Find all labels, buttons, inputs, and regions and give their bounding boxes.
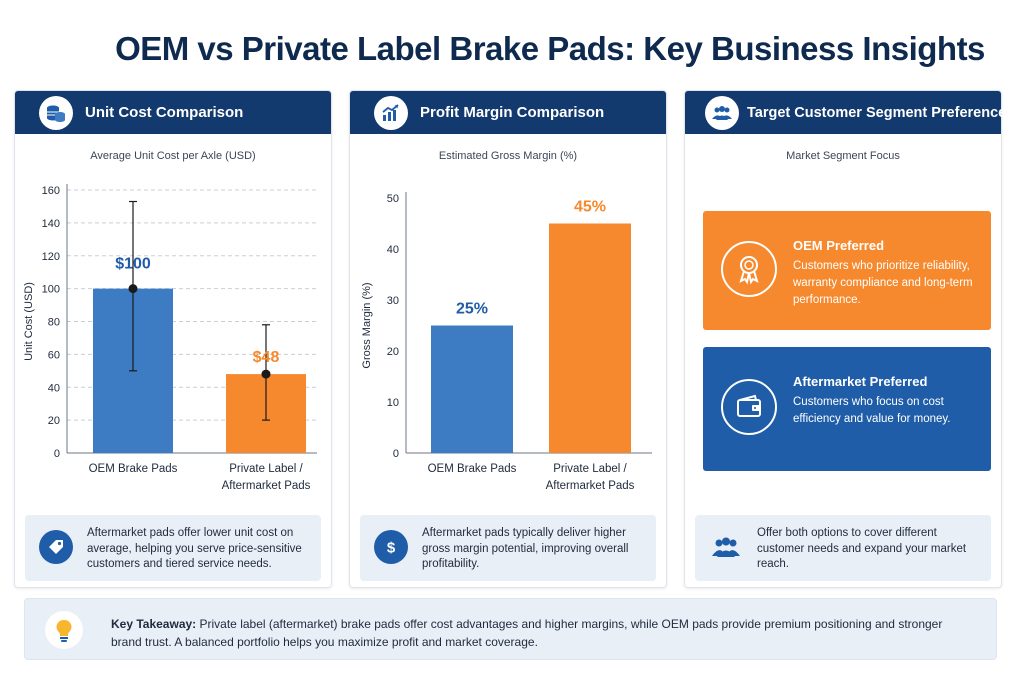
oem-preferred-card: OEM Preferred Customers who prioritize r… xyxy=(703,211,991,330)
aftermarket-preferred-card: Aftermarket Preferred Customers who focu… xyxy=(703,347,991,471)
profit-margin-note-text: Aftermarket pads typically deliver highe… xyxy=(422,527,629,570)
dollar-icon: $ xyxy=(374,530,408,564)
y-tick-label: 140 xyxy=(42,218,60,230)
unit-cost-chart: Unit Cost (USD) 0 20 40 60 80 100 120 140 160 $100… xyxy=(23,184,317,492)
mean-marker xyxy=(261,369,271,379)
y-tick-label: 20 xyxy=(48,415,60,427)
segment-panel: Target Customer Segment Preference Marke… xyxy=(684,90,1006,588)
page-title: OEM vs Private Label Brake Pads: Key Bus… xyxy=(115,30,985,67)
y-tick-label: 40 xyxy=(48,382,60,394)
profit-margin-header: Profit Margin Comparison xyxy=(350,91,666,134)
mean-marker xyxy=(128,284,138,294)
profit-margin-note: $ Aftermarket pads typically deliver hig… xyxy=(360,515,656,581)
data-label: $48 xyxy=(253,349,280,366)
y-axis-label: Gross Margin (%) xyxy=(361,282,373,368)
segment-header-label: Target Customer Segment Preference xyxy=(747,104,1007,121)
y-tick-label: 30 xyxy=(387,295,399,307)
unit-cost-panel: Unit Cost Comparison Average Unit Cost p… xyxy=(14,90,332,588)
unit-cost-header: Unit Cost Comparison xyxy=(15,91,331,134)
y-tick-label: 40 xyxy=(387,244,399,256)
key-takeaway: Key Takeaway: Private label (aftermarket… xyxy=(24,598,997,660)
price-tag-icon xyxy=(39,530,73,564)
aftermarket-preferred-title: Aftermarket Preferred xyxy=(793,374,928,389)
aftermarket-preferred-desc: Customers who focus on cost efficiency a… xyxy=(793,396,951,425)
bar-1 xyxy=(431,325,513,453)
profit-margin-panel: Profit Margin Comparison Estimated Gross… xyxy=(349,90,667,588)
unit-cost-note-text: Aftermarket pads offer lower unit cost o… xyxy=(87,527,302,570)
growth-chart-icon xyxy=(374,95,408,130)
profit-margin-chart: Gross Margin (%) 0 10 20 30 40 50 25% OEM Brake … xyxy=(361,192,652,492)
y-tick-label: 160 xyxy=(42,185,60,197)
x-tick-label: Private Label / xyxy=(553,463,627,475)
svg-text:$: $ xyxy=(387,540,396,557)
y-tick-label: 20 xyxy=(387,346,399,358)
y-tick-label: 50 xyxy=(387,193,399,205)
data-label: $100 xyxy=(115,256,151,273)
oem-preferred-title: OEM Preferred xyxy=(793,238,885,253)
segment-note: Offer both options to cover different cu… xyxy=(695,515,991,581)
data-label: 25% xyxy=(456,301,488,318)
coins-icon xyxy=(39,95,73,130)
unit-cost-chart-title: Average Unit Cost per Axle (USD) xyxy=(90,150,256,162)
key-takeaway-body: Private label (aftermarket) brake pads o… xyxy=(111,617,943,649)
x-tick-label: Aftermarket Pads xyxy=(546,480,635,492)
wallet-icon xyxy=(721,379,777,435)
y-tick-label: 0 xyxy=(393,448,399,460)
y-tick-label: 60 xyxy=(48,349,60,361)
unit-cost-note: Aftermarket pads offer lower unit cost o… xyxy=(25,515,321,581)
unit-cost-header-label: Unit Cost Comparison xyxy=(85,104,244,121)
bar-2 xyxy=(549,223,631,453)
segment-note-text: Offer both options to cover different cu… xyxy=(757,527,967,570)
y-axis-label: Unit Cost (USD) xyxy=(23,282,35,361)
data-label: 45% xyxy=(574,199,606,216)
key-takeaway-label: Key Takeaway: xyxy=(111,617,197,631)
profit-margin-chart-title: Estimated Gross Margin (%) xyxy=(438,150,578,162)
users-icon xyxy=(709,530,743,564)
x-tick-label: Aftermarket Pads xyxy=(222,480,311,492)
x-tick-label: OEM Brake Pads xyxy=(428,463,517,475)
x-tick-label: OEM Brake Pads xyxy=(89,463,178,475)
profit-margin-header-label: Profit Margin Comparison xyxy=(420,104,605,121)
y-tick-label: 0 xyxy=(54,448,60,460)
segment-subtitle: Market Segment Focus xyxy=(786,150,900,162)
users-icon xyxy=(705,95,739,130)
y-tick-label: 120 xyxy=(42,251,60,263)
x-tick-label: Private Label / xyxy=(229,463,303,475)
oem-preferred-desc: Customers who prioritize reliability, wa… xyxy=(793,260,973,306)
y-tick-label: 100 xyxy=(42,284,60,296)
award-ribbon-icon xyxy=(721,241,777,297)
y-tick-label: 10 xyxy=(387,397,399,409)
lightbulb-icon xyxy=(45,611,83,649)
y-tick-label: 80 xyxy=(48,317,60,329)
key-takeaway-text: Key Takeaway: Private label (aftermarket… xyxy=(111,615,976,651)
segment-header: Target Customer Segment Preference xyxy=(685,91,1006,134)
